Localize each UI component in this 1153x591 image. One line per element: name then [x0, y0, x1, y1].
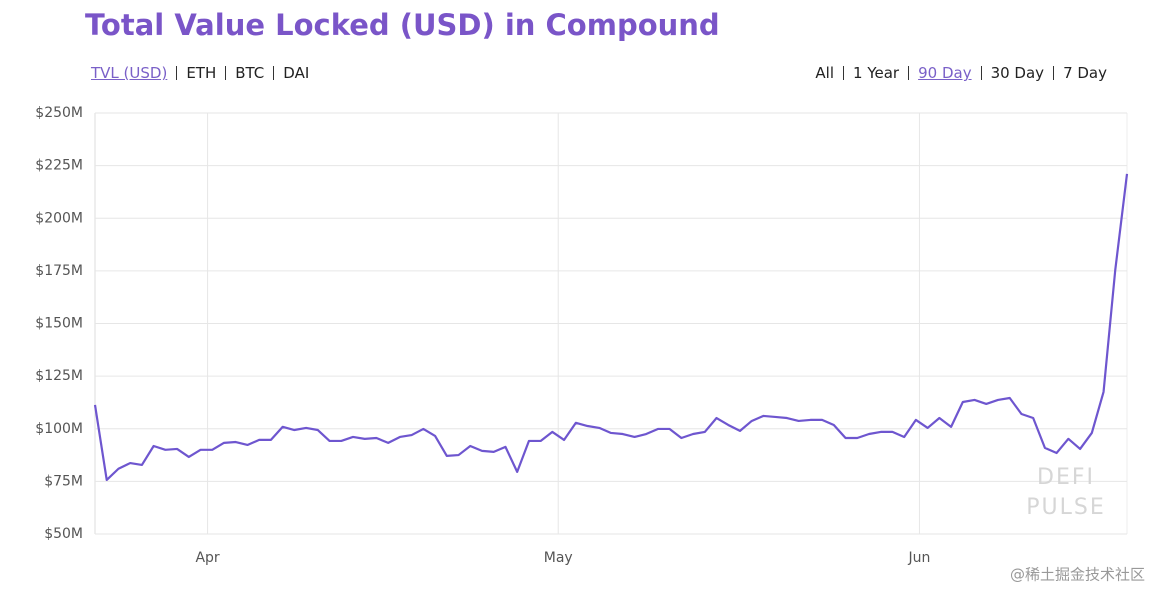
y-tick-label: $50M	[44, 526, 83, 542]
tab-separator	[176, 66, 178, 80]
y-tick-label: $175M	[35, 263, 83, 279]
tab[interactable]: TVL (USD)	[91, 64, 168, 82]
tab[interactable]: 7 Day	[1063, 64, 1107, 82]
tab-separator	[273, 66, 275, 80]
watermark: DEFI	[1037, 465, 1095, 490]
x-tick-label: May	[544, 550, 573, 566]
x-tick-label: Apr	[195, 550, 219, 566]
right-tabs: All 1 Year 90 Day 30 Day 7 Day	[813, 64, 1109, 82]
tab[interactable]: ETH	[186, 64, 217, 82]
y-tick-label: $125M	[35, 368, 83, 384]
tab[interactable]: 30 Day	[990, 64, 1045, 82]
y-tick-label: $250M	[35, 105, 83, 121]
y-tick-label: $225M	[35, 158, 83, 174]
left-tabs: TVL (USD) ETH BTC DAI	[89, 64, 311, 82]
tab[interactable]: All	[815, 64, 835, 82]
tab-separator	[225, 66, 227, 80]
tab-separator	[908, 66, 910, 80]
tab[interactable]: BTC	[235, 64, 265, 82]
tab-separator	[1053, 66, 1055, 80]
line	[93, 173, 1129, 482]
tab-separator	[980, 66, 982, 80]
y-tick-label: $150M	[35, 316, 83, 332]
tab[interactable]: 1 Year	[853, 64, 900, 82]
tab-separator	[843, 66, 845, 80]
tab[interactable]: DAI	[283, 64, 310, 82]
credit: @稀土掘金技术社区	[1010, 566, 1145, 584]
y-tick-label: $200M	[35, 210, 83, 226]
x-tick-label: Jun	[907, 550, 930, 566]
y-tick-label: $75M	[44, 473, 83, 489]
chart-title: Total Value Locked (USD) in Compound	[85, 8, 720, 42]
tab[interactable]: 90 Day	[918, 64, 972, 82]
y-tick-label: $100M	[35, 421, 83, 437]
watermark: PULSE	[1026, 495, 1106, 520]
